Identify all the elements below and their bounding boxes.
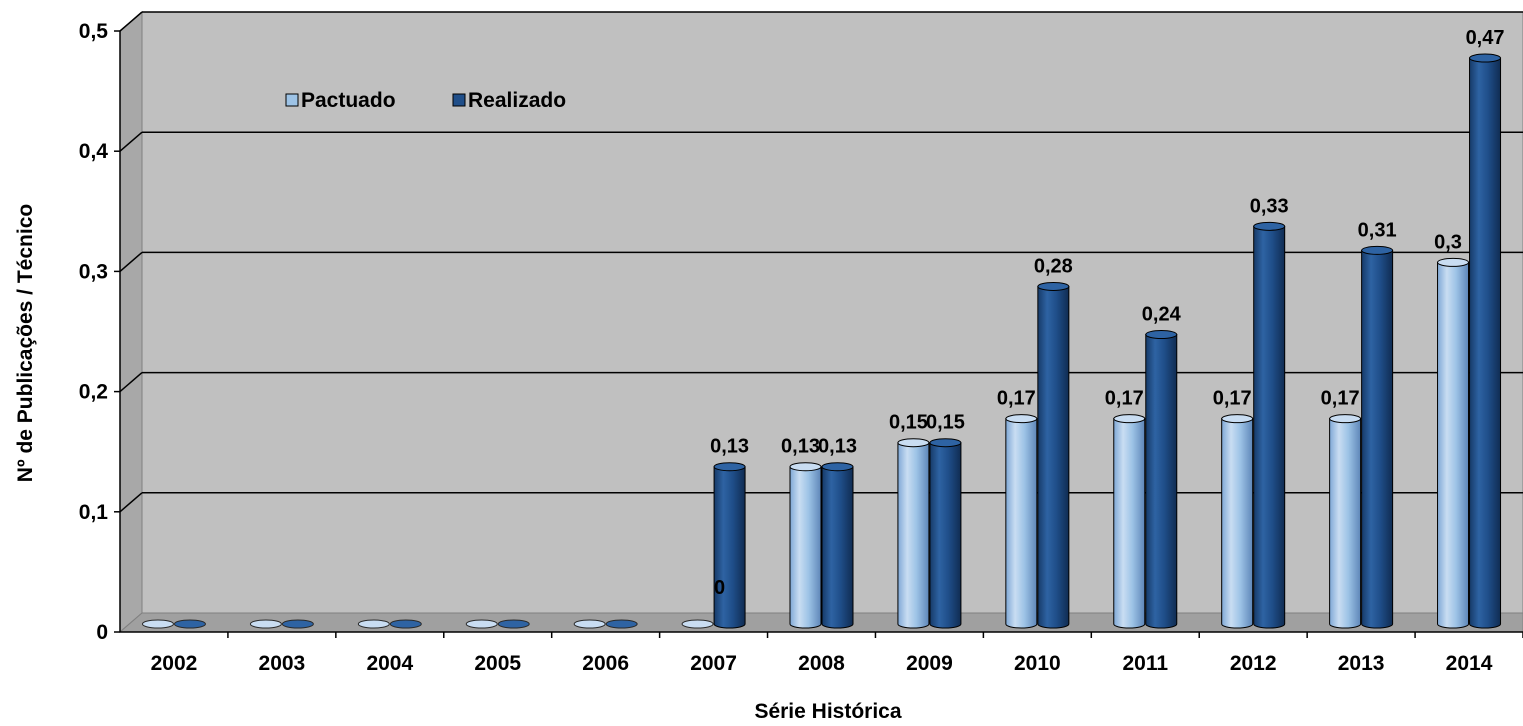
bar-realizado-2009: [929, 442, 962, 629]
data-label-realizado-2009: 0,15: [926, 412, 965, 434]
data-label-pactuado-2013: 0,17: [1321, 388, 1360, 410]
bar-pactuado-2004: [357, 619, 390, 629]
data-label-pactuado-2012: 0,17: [1213, 388, 1252, 410]
bar-realizado-2006: [605, 619, 638, 629]
bar-top-realizado-2011: [1145, 330, 1178, 340]
x-tick-label: 2012: [1230, 652, 1277, 675]
bar-top-pactuado-2010: [1005, 414, 1038, 424]
labels: 0 0,1 0,2 0,3 0,4 0,5 2002 2003 2004 2005 2006 2007…: [79, 20, 1505, 675]
bar-realizado-2011: [1145, 334, 1178, 629]
bar-top-pactuado-2008: [789, 462, 822, 472]
legend-label-pactuado: Pactuado: [301, 89, 396, 112]
x-tick-label: 2003: [259, 652, 306, 675]
bar-pactuado-2009: [897, 442, 930, 629]
x-tick-label: 2005: [474, 652, 521, 675]
bar-top-pactuado-2009: [897, 438, 930, 448]
bar-realizado-2004: [389, 619, 422, 629]
bars: [141, 53, 1502, 629]
data-label-realizado-2014: 0,47: [1466, 27, 1505, 49]
bar-top-pactuado-2013: [1329, 414, 1362, 424]
bar-realizado-2014: [1469, 57, 1502, 629]
x-tick-label: 2013: [1338, 652, 1385, 675]
bar-realizado-2012: [1253, 225, 1286, 629]
x-tick-label: 2004: [366, 652, 413, 675]
x-tick-label: 2007: [690, 652, 737, 675]
bar-top-pactuado-2014: [1437, 257, 1470, 267]
bar-pactuado-2012: [1221, 418, 1254, 629]
bar-realizado-2003: [281, 619, 314, 629]
bar-pactuado-2013: [1329, 418, 1362, 629]
x-axis-title: Série Histórica: [754, 700, 901, 723]
data-label-pactuado-2014: 0,3: [1434, 231, 1462, 253]
bar-pactuado-2002: [141, 619, 174, 629]
bar-pactuado-2005: [465, 619, 498, 629]
bar-pactuado-2003: [249, 619, 282, 629]
extra-label-2007: 0: [714, 577, 725, 599]
bar-pactuado-2010: [1005, 418, 1038, 629]
y-tick-label: 0,5: [79, 20, 109, 43]
y-tick-label: 0,2: [79, 381, 108, 404]
bar-top-realizado-2014: [1469, 53, 1502, 63]
bar-realizado-2008: [821, 466, 854, 629]
data-label-realizado-2011: 0,24: [1142, 304, 1182, 326]
bar-top-pactuado-2011: [1113, 414, 1146, 424]
data-label-pactuado-2010: 0,17: [997, 388, 1036, 410]
bar-pactuado-2008: [789, 466, 822, 629]
data-label-realizado-2008: 0,13: [818, 436, 857, 458]
bar-pactuado-2011: [1113, 418, 1146, 629]
bar-top-realizado-2007: [713, 462, 746, 472]
bar-top-realizado-2012: [1253, 221, 1286, 231]
bar-pactuado-2006: [573, 619, 606, 629]
data-label-realizado-2013: 0,31: [1358, 219, 1397, 241]
gridline-side: [119, 372, 143, 393]
gridline-side: [119, 251, 143, 272]
x-tick-label: 2009: [906, 652, 953, 675]
legend-label-realizado: Realizado: [468, 89, 566, 112]
y-tick-label: 0,3: [79, 260, 108, 283]
legend-swatch-pactuado: [285, 93, 299, 107]
y-tick-label: 0,4: [79, 140, 109, 163]
legend-swatch-realizado: [452, 93, 466, 107]
bar-top-realizado-2013: [1361, 245, 1394, 255]
gridline-side: [119, 11, 143, 32]
gridline-side: [119, 131, 143, 152]
data-label-pactuado-2008: 0,13: [781, 436, 820, 458]
gridline-side: [119, 492, 143, 513]
bar-top-realizado-2008: [821, 462, 854, 472]
data-label-realizado-2007: 0,13: [710, 436, 749, 458]
x-tick-label: 2006: [582, 652, 629, 675]
data-label-realizado-2010: 0,28: [1034, 255, 1073, 277]
bar-top-pactuado-2012: [1221, 414, 1254, 424]
x-tick-label: 2010: [1014, 652, 1061, 675]
bar-realizado-2010: [1037, 285, 1070, 629]
bar-top-realizado-2009: [929, 438, 962, 448]
x-tick-label: 2008: [798, 652, 845, 675]
data-label-pactuado-2009: 0,15: [889, 412, 928, 434]
bar-pactuado-2014: [1437, 261, 1470, 629]
bar-realizado-2002: [173, 619, 206, 629]
data-label-realizado-2012: 0,33: [1250, 195, 1289, 217]
x-tick-label: 2002: [151, 652, 198, 675]
bar-top-realizado-2010: [1037, 281, 1070, 291]
x-tick-label: 2011: [1122, 652, 1168, 675]
y-tick-label: 0: [96, 621, 108, 644]
side-wall: [119, 10, 143, 634]
y-axis-title: Nº de Publicações / Técnico: [14, 204, 37, 482]
bar-realizado-2005: [497, 619, 530, 629]
x-tick-label: 2014: [1446, 652, 1493, 675]
legend: Pactuado Realizado: [285, 89, 566, 112]
data-label-pactuado-2011: 0,17: [1105, 388, 1144, 410]
gridlines: [114, 11, 1523, 638]
bar-realizado-2013: [1361, 249, 1394, 629]
y-tick-label: 0,1: [79, 501, 109, 524]
bar-realizado-2007: [713, 466, 746, 629]
bar-pactuado-2007: [681, 619, 714, 629]
